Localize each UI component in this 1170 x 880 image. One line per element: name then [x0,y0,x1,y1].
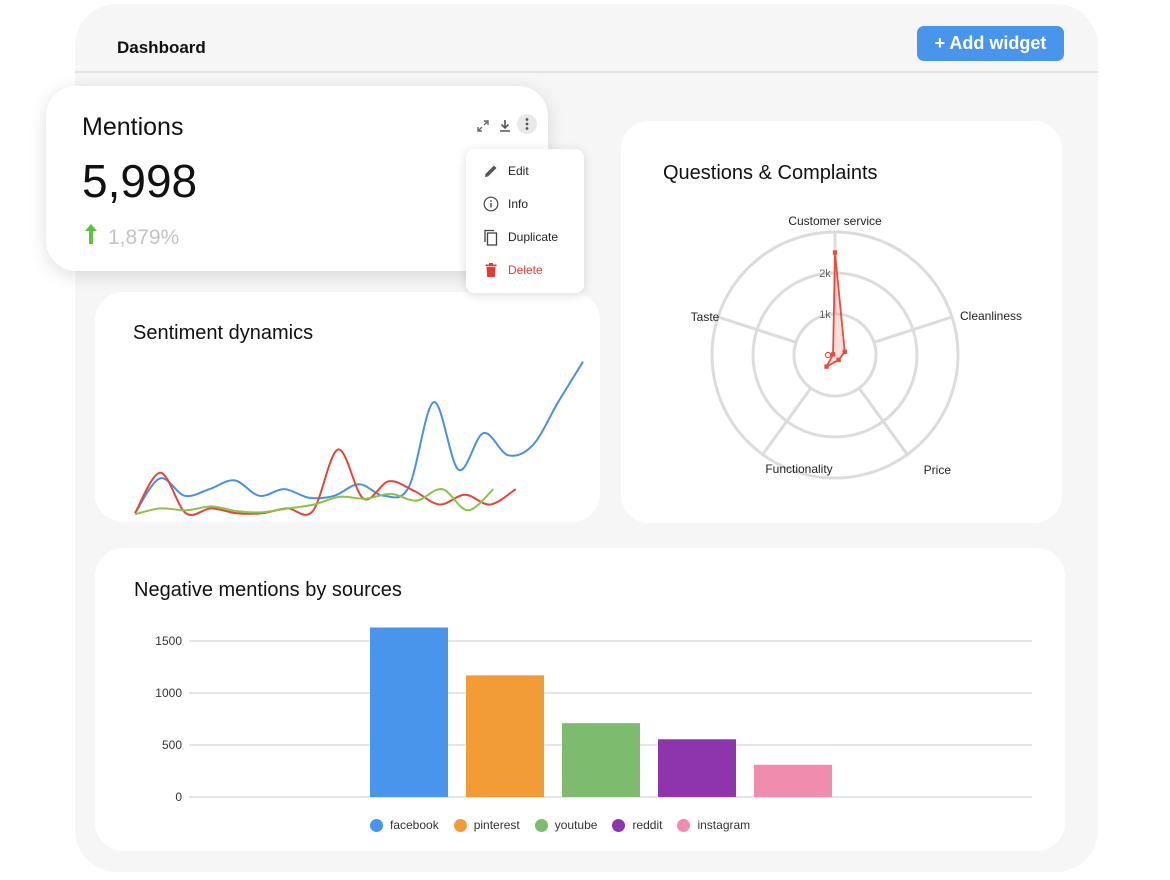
sentiment-card: Sentiment dynamics [95,292,600,522]
radar-point [832,250,838,255]
radar-spoke [873,315,953,344]
mentions-value: 5,998 [82,155,198,207]
radar-axis-label: Functionality [765,462,832,476]
download-icon[interactable] [497,118,513,134]
questions-radar-chart: 1k 2k Customer service Cleanliness Price Func… [691,214,1022,480]
pencil-icon [485,165,497,177]
y-tick-label: 500 [162,738,182,752]
info-icon [483,196,499,212]
mentions-change: 1,879% [108,226,180,249]
line-series [134,448,517,516]
radar-tick-label: 2k [819,268,831,280]
radar-point [842,349,847,355]
y-tick-label: 1500 [155,634,182,648]
questions-title: Questions & Complaints [663,162,878,184]
legend-label: reddit [632,818,663,832]
line-series [134,488,495,516]
page-title: Dashboard [117,38,206,57]
negative-bar-chart: 1500 1000 500 0 [155,627,1032,804]
legend-dot [370,818,383,832]
negative-card: Negative mentions by sources 1500 1000 500… [95,548,1065,851]
radar-point [824,351,832,359]
menu-item-label: Info [508,197,529,211]
legend-item-reddit[interactable]: reddit [612,818,662,832]
radar-spoke [857,387,909,456]
bar-legend: facebook pinterest youtube reddit instag… [370,818,765,832]
radar-axis-label: Price [924,463,952,477]
legend-dot [453,818,467,832]
bar-reddit [658,739,736,797]
header-divider [75,71,1098,73]
menu-item-info[interactable]: Info [466,189,584,219]
legend-label: facebook [390,818,439,832]
radar-area [824,252,846,369]
legend-dot [677,818,691,832]
legend-item-instagram[interactable]: instagram [677,818,750,832]
add-widget-button[interactable]: + Add widget [917,26,1064,61]
menu-item-label: Duplicate [508,230,559,244]
menu-item-edit[interactable]: Edit [466,156,584,186]
radar-spoke [717,315,797,344]
menu-item-duplicate[interactable]: Duplicate [466,222,584,252]
bar-youtube [562,723,640,797]
bar-pinterest [466,675,544,797]
expand-icon[interactable] [475,118,491,134]
radar-point [824,364,829,369]
radar-spoke [761,387,813,456]
line-series [134,361,584,514]
more-icon [525,118,529,130]
legend-label: pinterest [473,818,520,832]
radar-point [830,352,836,357]
legend-dot [612,818,626,832]
questions-card: Questions & Complaints 1k 2k Customer serv… [621,121,1062,523]
copy-icon [484,229,498,246]
negative-title: Negative mentions by sources [134,579,402,601]
legend-label: youtube [554,818,598,832]
menu-item-label: Delete [508,263,543,277]
radar-axis-label: Taste [691,310,720,324]
sentiment-line-chart [134,361,584,516]
radar-tick-label: 1k [819,309,831,321]
mentions-card: Mentions 5,998 1,879% [46,86,548,271]
legend-dot [534,818,548,832]
bar-facebook [370,627,448,797]
radar-point [836,357,841,363]
sentiment-title: Sentiment dynamics [133,322,314,344]
y-tick-label: 0 [175,790,182,804]
radar-axis-label: Customer service [788,214,882,228]
menu-item-label: Edit [508,164,529,178]
mentions-title: Mentions [82,113,184,141]
legend-item-youtube[interactable]: youtube [534,818,598,832]
menu-item-delete[interactable]: Delete [466,255,584,285]
bar-instagram [754,764,832,797]
more-button[interactable] [517,114,537,134]
legend-label: instagram [697,818,751,832]
radar-axis-label: Cleanliness [960,309,1022,323]
y-tick-label: 1000 [155,686,182,700]
context-menu: Edit Info Duplicate Delete [466,149,584,293]
trash-icon [485,263,497,277]
arrow-up-icon [85,224,97,244]
legend-item-pinterest[interactable]: pinterest [453,818,520,832]
legend-item-facebook[interactable]: facebook [370,818,439,832]
